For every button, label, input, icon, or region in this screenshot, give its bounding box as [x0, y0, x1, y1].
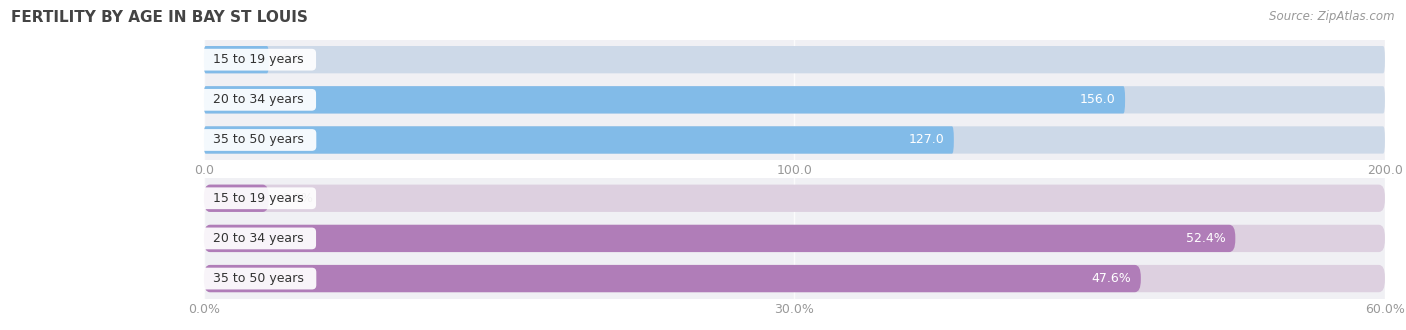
Text: 127.0: 127.0 — [908, 133, 945, 147]
Text: 156.0: 156.0 — [1080, 93, 1115, 106]
FancyBboxPatch shape — [204, 225, 1385, 252]
FancyBboxPatch shape — [204, 46, 269, 73]
FancyBboxPatch shape — [204, 265, 1140, 292]
FancyBboxPatch shape — [204, 184, 269, 212]
FancyBboxPatch shape — [204, 126, 1385, 154]
Text: Source: ZipAtlas.com: Source: ZipAtlas.com — [1270, 10, 1395, 23]
Text: 52.4%: 52.4% — [1187, 232, 1226, 245]
Text: 15 to 19 years: 15 to 19 years — [205, 53, 312, 66]
Text: 20 to 34 years: 20 to 34 years — [205, 232, 312, 245]
FancyBboxPatch shape — [204, 225, 1236, 252]
FancyBboxPatch shape — [204, 265, 1385, 292]
Text: 47.6%: 47.6% — [1091, 272, 1132, 285]
Text: 20 to 34 years: 20 to 34 years — [205, 93, 312, 106]
FancyBboxPatch shape — [204, 46, 1385, 73]
FancyBboxPatch shape — [204, 86, 1385, 114]
Text: 35 to 50 years: 35 to 50 years — [205, 133, 312, 147]
Text: 35 to 50 years: 35 to 50 years — [205, 272, 312, 285]
Text: 0.0%: 0.0% — [281, 192, 312, 205]
Text: 15 to 19 years: 15 to 19 years — [205, 192, 312, 205]
FancyBboxPatch shape — [204, 86, 1125, 114]
FancyBboxPatch shape — [204, 126, 953, 154]
FancyBboxPatch shape — [204, 184, 1385, 212]
Text: 0.0: 0.0 — [281, 53, 301, 66]
Text: FERTILITY BY AGE IN BAY ST LOUIS: FERTILITY BY AGE IN BAY ST LOUIS — [11, 10, 308, 25]
